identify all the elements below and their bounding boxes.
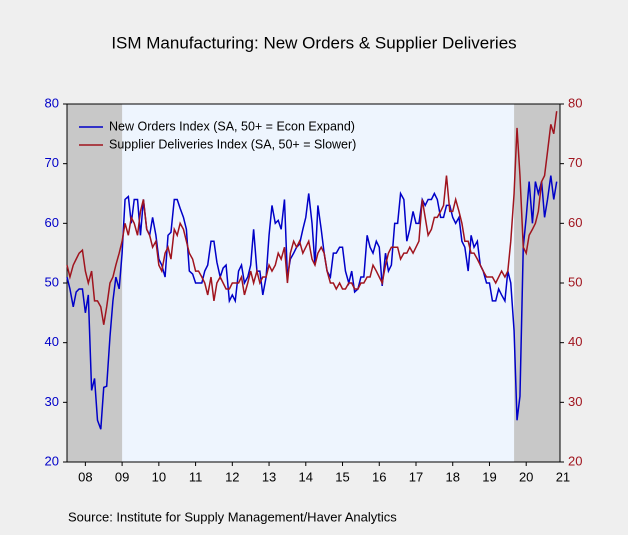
- y2-tick-label: 70: [568, 155, 582, 170]
- y-tick-label: 40: [45, 334, 59, 349]
- x-tick-label: 20: [519, 469, 533, 484]
- y2-tick-label: 80: [568, 95, 582, 110]
- x-tick-label: 18: [445, 469, 459, 484]
- legend-label: New Orders Index (SA, 50+ = Econ Expand): [109, 119, 355, 133]
- y-tick-label: 60: [45, 215, 59, 230]
- y-tick-label: 50: [45, 274, 59, 289]
- x-tick-label: 10: [152, 469, 166, 484]
- x-tick-label: 12: [225, 469, 239, 484]
- series-line: [66, 111, 558, 325]
- legend-label: Supplier Deliveries Index (SA, 50+ = Slo…: [109, 137, 356, 151]
- recession-shade: [67, 104, 123, 462]
- recession-shade: [514, 104, 560, 462]
- y2-tick-label: 50: [568, 274, 582, 289]
- y2-tick-label: 20: [568, 453, 582, 468]
- y2-tick-label: 40: [568, 334, 582, 349]
- y-tick-label: 30: [45, 394, 59, 409]
- x-tick-label: 11: [189, 469, 203, 484]
- y-tick-label: 70: [45, 155, 59, 170]
- x-tick-label: 17: [409, 469, 423, 484]
- x-tick-label: 08: [78, 469, 92, 484]
- y2-tick-label: 30: [568, 394, 582, 409]
- y-tick-label: 20: [45, 453, 59, 468]
- x-tick-label: 21: [556, 469, 570, 484]
- x-tick-label: 15: [335, 469, 349, 484]
- y-tick-label: 80: [45, 95, 59, 110]
- plot-background: [67, 104, 560, 462]
- y2-tick-label: 60: [568, 215, 582, 230]
- x-tick-label: 09: [115, 469, 129, 484]
- x-tick-label: 16: [372, 469, 386, 484]
- x-tick-label: 14: [299, 469, 313, 484]
- x-tick-label: 19: [482, 469, 496, 484]
- plot-frame: [66, 103, 561, 463]
- chart-title: ISM Manufacturing: New Orders & Supplier…: [111, 33, 516, 52]
- source-note: Source: Institute for Supply Management/…: [68, 509, 397, 524]
- x-tick-label: 13: [262, 469, 276, 484]
